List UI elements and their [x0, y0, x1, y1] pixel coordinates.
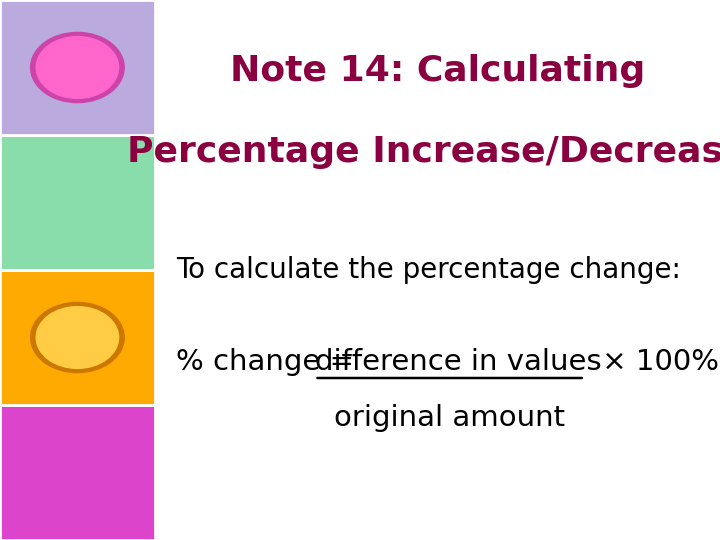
Text: Note 14: Calculating: Note 14: Calculating	[230, 54, 645, 88]
Circle shape	[36, 307, 119, 368]
FancyBboxPatch shape	[0, 0, 155, 135]
FancyBboxPatch shape	[0, 270, 155, 405]
Text: % change =: % change =	[176, 348, 364, 376]
Text: original amount: original amount	[334, 404, 565, 433]
Text: difference in values: difference in values	[315, 348, 601, 376]
Text: To calculate the percentage change:: To calculate the percentage change:	[176, 256, 681, 284]
Text: Percentage Increase/Decrease: Percentage Increase/Decrease	[127, 135, 720, 169]
Circle shape	[30, 32, 125, 103]
FancyBboxPatch shape	[0, 135, 155, 270]
Circle shape	[36, 37, 119, 98]
Text: × 100%: × 100%	[593, 348, 719, 376]
FancyBboxPatch shape	[0, 405, 155, 540]
Circle shape	[30, 302, 125, 373]
